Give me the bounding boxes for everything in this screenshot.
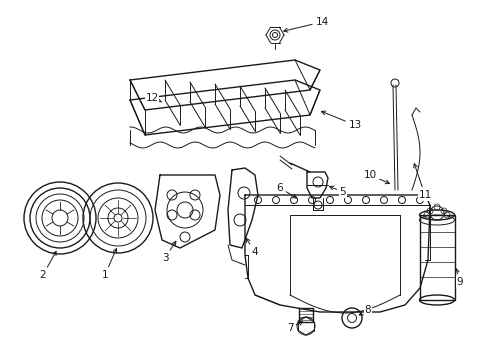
Text: 4: 4 xyxy=(245,238,258,257)
Text: 8: 8 xyxy=(359,305,370,315)
Text: 2: 2 xyxy=(40,251,56,280)
Text: 5: 5 xyxy=(329,186,346,197)
Text: 7: 7 xyxy=(286,322,302,333)
Text: 13: 13 xyxy=(321,111,361,130)
Text: 12: 12 xyxy=(145,93,162,103)
Text: 10: 10 xyxy=(363,170,388,184)
Text: 3: 3 xyxy=(162,241,176,263)
Text: 14: 14 xyxy=(283,17,328,32)
Text: 11: 11 xyxy=(413,164,431,200)
Text: 9: 9 xyxy=(454,269,462,287)
Text: 1: 1 xyxy=(102,248,117,280)
Text: 6: 6 xyxy=(276,183,296,198)
